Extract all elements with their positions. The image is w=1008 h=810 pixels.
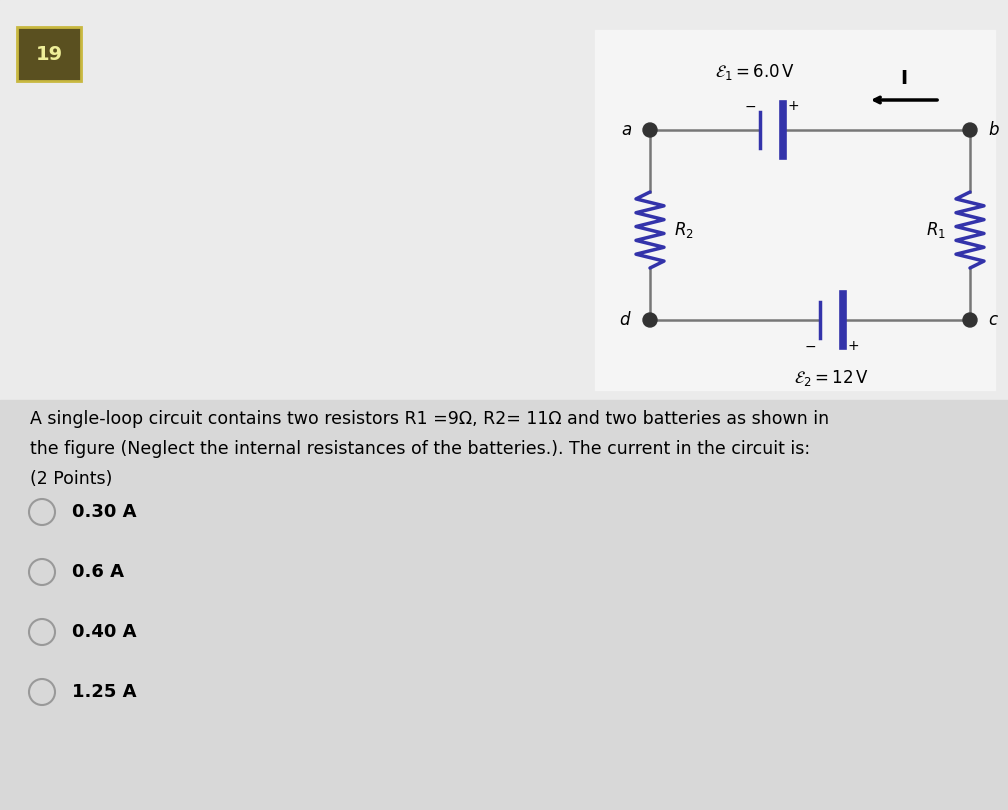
Text: 19: 19 xyxy=(35,45,62,63)
Text: $-$: $-$ xyxy=(804,339,816,353)
Text: 1.25 A: 1.25 A xyxy=(72,683,136,701)
Text: $d$: $d$ xyxy=(619,311,632,329)
Text: (2 Points): (2 Points) xyxy=(30,470,112,488)
Text: $\mathbf{I}$: $\mathbf{I}$ xyxy=(900,69,907,87)
Text: 0.6 A: 0.6 A xyxy=(72,563,124,581)
Bar xyxy=(0,0,1008,400)
Text: 0.40 A: 0.40 A xyxy=(72,623,136,641)
Text: $+$: $+$ xyxy=(847,339,859,353)
Text: $+$: $+$ xyxy=(787,99,799,113)
Text: $-$: $-$ xyxy=(744,99,756,113)
Text: $b$: $b$ xyxy=(988,121,1000,139)
Circle shape xyxy=(963,313,977,327)
Text: 0.30 A: 0.30 A xyxy=(72,503,136,521)
Text: $c$: $c$ xyxy=(988,311,999,329)
Circle shape xyxy=(643,123,657,137)
Text: $R_1$: $R_1$ xyxy=(926,220,946,240)
FancyBboxPatch shape xyxy=(17,27,81,81)
Text: $R_2$: $R_2$ xyxy=(674,220,694,240)
Text: A single-loop circuit contains two resistors R1 =9Ω, R2= 11Ω and two batteries a: A single-loop circuit contains two resis… xyxy=(30,410,830,428)
Circle shape xyxy=(643,313,657,327)
Bar xyxy=(595,30,995,390)
Text: $\mathcal{E}_1 = 6.0\,\mathrm{V}$: $\mathcal{E}_1 = 6.0\,\mathrm{V}$ xyxy=(715,62,795,82)
Text: the figure (Neglect the internal resistances of the batteries.). The current in : the figure (Neglect the internal resista… xyxy=(30,440,810,458)
Circle shape xyxy=(963,123,977,137)
Text: $a$: $a$ xyxy=(621,121,632,139)
Text: $\mathcal{E}_2 = 12\,\mathrm{V}$: $\mathcal{E}_2 = 12\,\mathrm{V}$ xyxy=(793,368,868,388)
Bar xyxy=(0,400,1008,810)
